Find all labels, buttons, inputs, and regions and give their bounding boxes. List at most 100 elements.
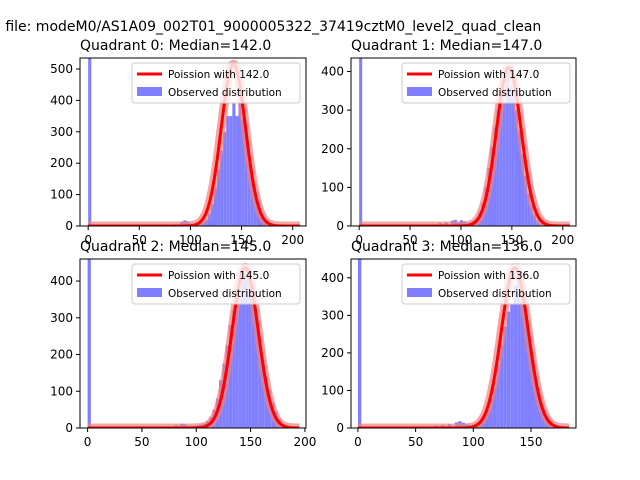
quadrant-0-title: Quadrant 0: Median=142.0: [80, 38, 271, 54]
hist-bar: [499, 94, 503, 226]
y-tick-label: 300: [50, 311, 73, 325]
hist-bar: [232, 103, 236, 226]
hist-bar: [505, 71, 509, 226]
hist-bar: [524, 175, 528, 226]
hist-bar: [241, 119, 245, 226]
legend-patch-swatch: [407, 87, 432, 96]
quadrant-0-panel: Quadrant 0: Median=142.0 0 50 100 150 200 0 100…: [50, 38, 307, 247]
y-tick-label: 100: [321, 383, 344, 397]
hist-bar: [503, 326, 507, 428]
quadrant-1-panel: Quadrant 1: Median=147.0 0 50 100 150 200 0 100…: [321, 38, 577, 247]
x-tick-label: 0: [354, 435, 362, 449]
legend-label-poisson: Poission with 145.0: [168, 270, 269, 282]
quadrant-1-title: Quadrant 1: Median=147.0: [351, 38, 542, 54]
x-tick-label: 150: [500, 233, 523, 247]
hist-bar: [531, 360, 535, 428]
legend-label-observed: Observed distribution: [168, 87, 282, 99]
hist-bar: [241, 266, 246, 428]
legend-patch-swatch: [137, 288, 162, 297]
legend-label-poisson: Poission with 136.0: [438, 270, 539, 282]
y-tick-label: 100: [50, 384, 73, 398]
hist-bar: [517, 131, 522, 226]
y-tick-label: 500: [50, 62, 73, 76]
hist-bar: [492, 382, 497, 428]
legend-patch-swatch: [407, 288, 432, 297]
hist-bar: [87, 259, 91, 428]
x-tick-label: 50: [132, 233, 147, 247]
legend: Poission with 136.0 Observed distribution: [401, 263, 571, 305]
hist-bar: [502, 102, 506, 226]
hist-bar: [520, 296, 525, 428]
hist-bar: [357, 259, 362, 428]
hist-bar: [496, 110, 500, 226]
hist-bar: [210, 204, 214, 226]
y-tick-label: 400: [321, 271, 344, 285]
hist-bar: [508, 86, 512, 226]
hist-bar: [506, 311, 511, 428]
hist-bar: [226, 116, 230, 226]
hist-bar: [261, 360, 265, 428]
y-tick-label: 300: [321, 308, 344, 322]
quadrant-0-plot: [84, 58, 304, 226]
axes-frame: [79, 258, 307, 429]
hist-bar: [217, 169, 221, 226]
hist-bar: [514, 110, 518, 226]
x-tick-label: 100: [179, 233, 202, 247]
x-tick-label: 0: [355, 233, 363, 247]
axes-frame: [79, 57, 307, 227]
x-tick-label: 150: [239, 435, 262, 449]
legend: Poission with 147.0 Observed distribution: [401, 62, 571, 104]
hist-bar: [359, 58, 363, 226]
hist-bar: [493, 127, 497, 226]
hist-bar: [238, 281, 242, 428]
y-tick-label: 200: [50, 348, 73, 362]
hist-bar: [496, 364, 500, 428]
x-tick-label: 200: [281, 233, 304, 247]
y-tick-label: 0: [336, 421, 344, 435]
hist-bar: [521, 154, 525, 226]
y-tick-label: 300: [321, 103, 344, 117]
hist-bar: [238, 97, 242, 226]
legend-label-observed: Observed distribution: [438, 87, 552, 99]
hist-bar: [235, 288, 239, 428]
poisson-curve: [87, 62, 301, 226]
figure-suptitle: n file: modeM0/AS1A09_002T01_9000005322_…: [0, 19, 541, 35]
hist-bar: [204, 219, 208, 226]
y-tick-label: 0: [65, 421, 73, 435]
quadrant-2-title: Quadrant 2: Median=145.0: [80, 239, 271, 255]
hist-bar: [530, 204, 534, 226]
x-tick-label: 50: [408, 435, 423, 449]
y-tick-label: 200: [321, 346, 344, 360]
y-tick-label: 100: [321, 180, 344, 194]
y-tick-label: 400: [321, 65, 344, 79]
hist-bar: [499, 345, 504, 428]
legend: Poission with 145.0 Observed distribution: [131, 263, 301, 305]
hist-bar: [235, 116, 239, 226]
legend-box: [401, 263, 571, 305]
legend-label-poisson: Poission with 147.0: [438, 69, 539, 81]
hist-bar: [258, 339, 262, 428]
hist-bar: [245, 273, 249, 428]
y-tick-label: 200: [50, 156, 73, 170]
x-tick-label: 100: [462, 435, 485, 449]
y-tick-label: 400: [50, 93, 73, 107]
quadrant-3-panel: Quadrant 3: Median=136.0 0 50 100 150 0 100 200…: [321, 239, 577, 449]
x-tick-label: 150: [520, 435, 543, 449]
quadrant-2-panel: Quadrant 2: Median=145.0 0 50 100 150 200 0 100…: [50, 239, 316, 449]
hist-bar: [223, 131, 227, 226]
hist-bar: [251, 299, 255, 428]
hist-bar: [228, 325, 233, 428]
hist-bar: [527, 337, 531, 428]
y-tick-label: 0: [65, 219, 73, 233]
hist-bar: [213, 188, 218, 226]
legend-box: [401, 62, 571, 104]
hist-bar: [533, 214, 537, 226]
y-tick-label: 100: [50, 188, 73, 202]
hist-bar: [232, 310, 236, 428]
y-tick-label: 200: [321, 142, 344, 156]
x-tick-label: 200: [551, 233, 574, 247]
legend-box: [131, 62, 301, 104]
x-tick-label: 50: [134, 435, 149, 449]
legend-box: [131, 263, 301, 305]
hist-bar: [247, 163, 251, 226]
